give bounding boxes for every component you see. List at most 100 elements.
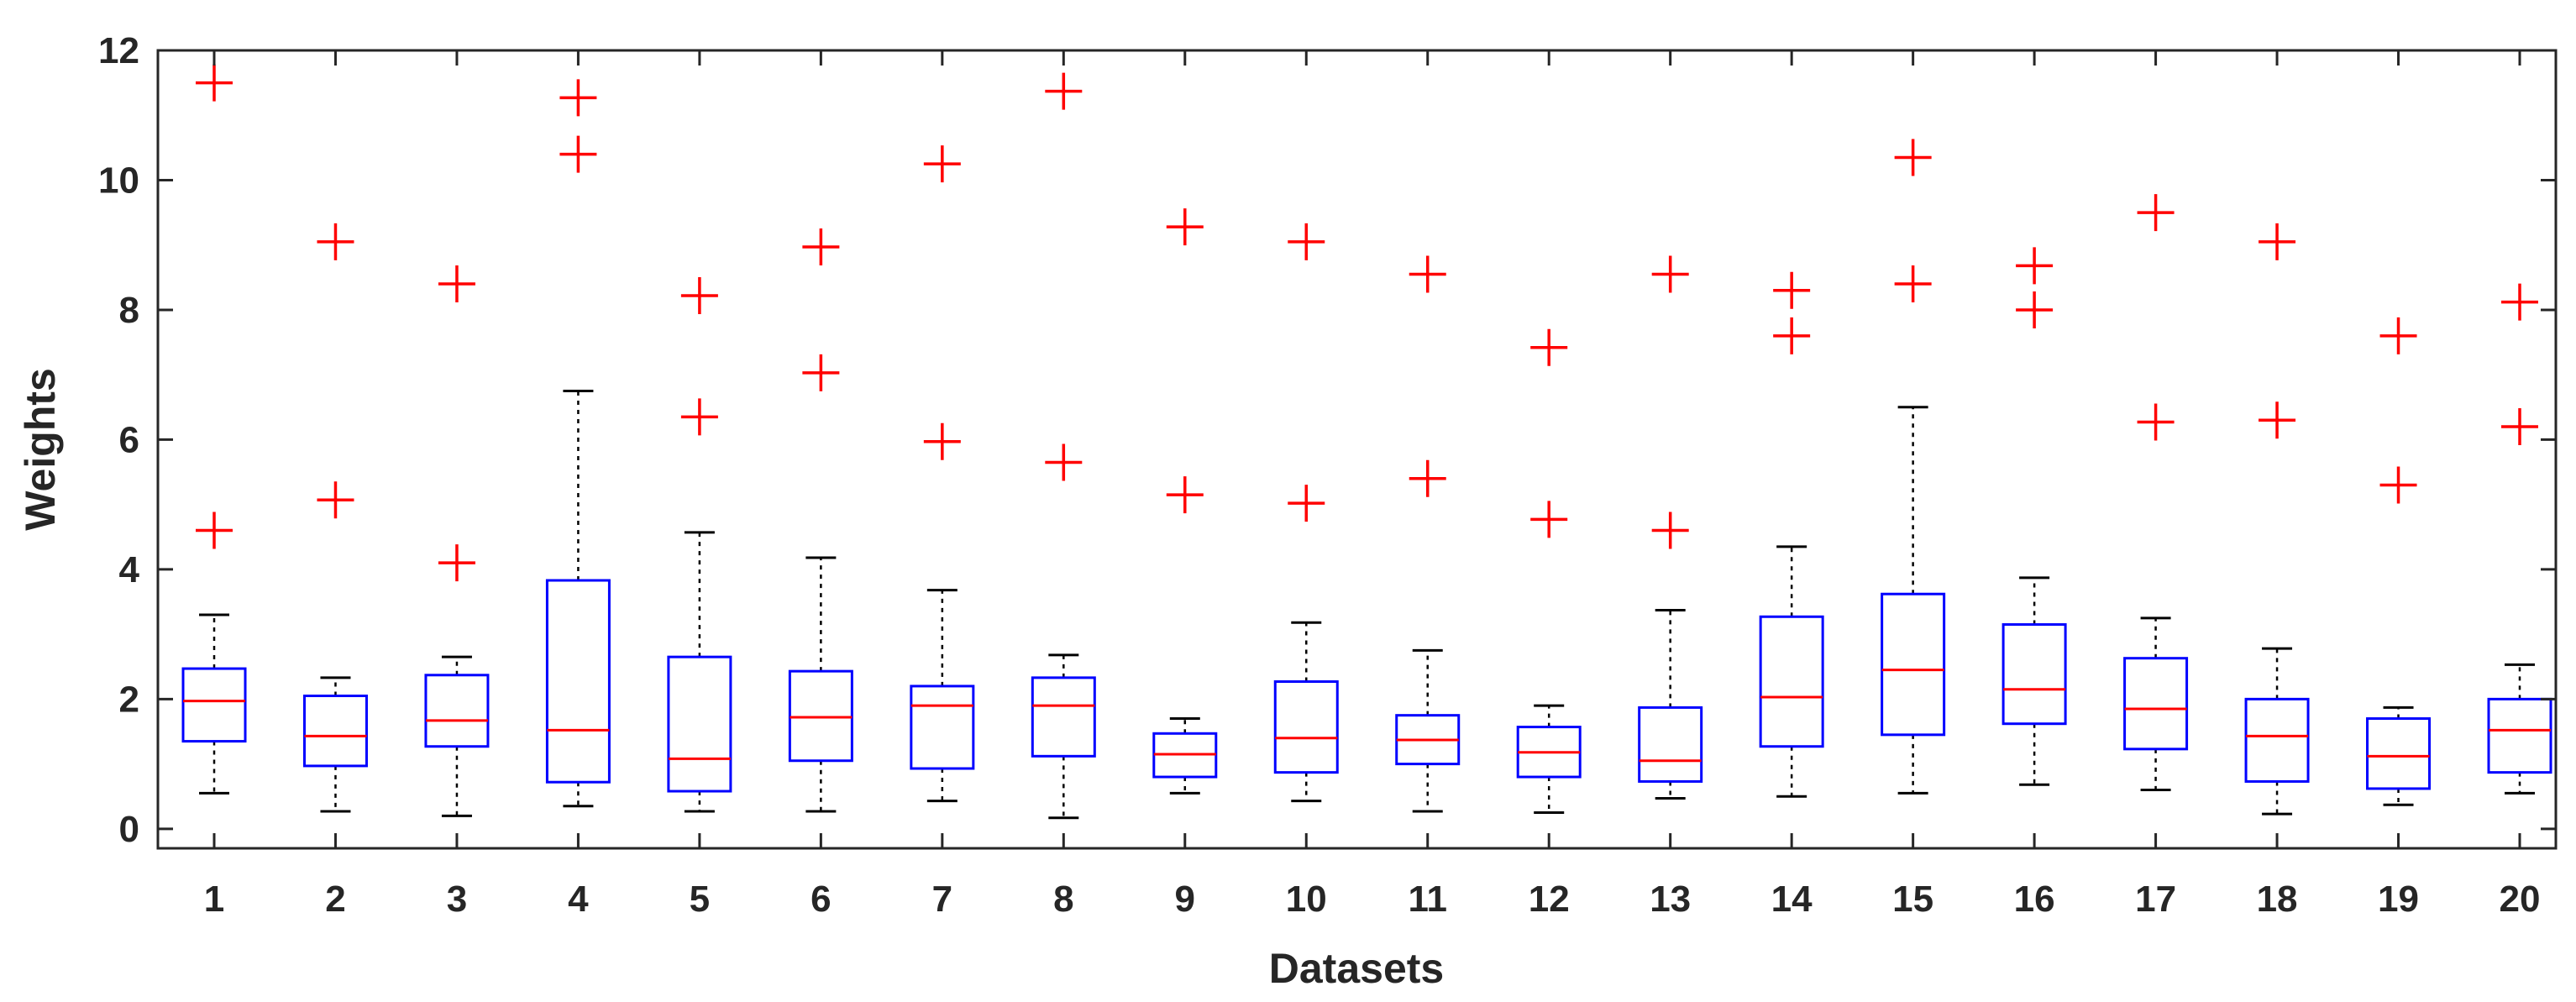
x-tick-label: 8: [1053, 879, 1073, 920]
box-group-15: [1881, 139, 1946, 795]
outlier-marker: [438, 544, 475, 582]
iqr-box: [2244, 697, 2310, 783]
outlier-marker: [802, 354, 840, 391]
y-tick-label: 10: [98, 160, 139, 201]
outlier-marker: [559, 79, 597, 117]
iqr-box: [1031, 676, 1096, 758]
outlier-marker: [1045, 443, 1083, 481]
x-tick-label: 12: [1529, 879, 1570, 920]
outlier-marker: [923, 145, 961, 183]
box-group-9: [1152, 208, 1218, 795]
box-group-4: [545, 79, 611, 808]
iqr-box: [2002, 623, 2067, 726]
iqr-box: [1759, 615, 1824, 748]
y-tick-label: 2: [119, 679, 139, 720]
iqr-box: [302, 694, 368, 768]
x-tick-label: 18: [2257, 879, 2298, 920]
plot-area: [156, 49, 2558, 850]
outlier-marker: [1288, 485, 1325, 522]
outlier-marker: [1651, 511, 1689, 549]
y-tick-label: 8: [119, 290, 139, 331]
outlier-marker: [680, 398, 718, 436]
outlier-marker: [2259, 401, 2296, 439]
outlier-marker: [1651, 255, 1689, 293]
x-tick-label: 15: [1892, 879, 1933, 920]
iqr-box: [181, 667, 247, 743]
iqr-box: [667, 655, 732, 793]
outlier-marker: [2379, 466, 2417, 504]
box-group-10: [1273, 223, 1339, 803]
iqr-box: [910, 685, 975, 770]
box-group-6: [788, 228, 853, 813]
outlier-marker: [1530, 328, 1568, 366]
box-group-5: [667, 276, 732, 813]
box-group-1: [181, 64, 247, 795]
outlier-marker: [680, 276, 718, 314]
outlier-marker: [923, 422, 961, 460]
outlier-marker: [1894, 265, 1932, 303]
outlier-marker: [2501, 283, 2538, 321]
iqr-box: [1638, 706, 1703, 783]
y-axis: 0 2 4 6 8 10 12: [98, 30, 2556, 850]
outlier-marker: [1530, 501, 1568, 538]
box-group-14: [1759, 271, 1824, 798]
box-group-12: [1516, 328, 1582, 815]
x-tick-label: 11: [1408, 879, 1447, 920]
outlier-marker: [196, 64, 233, 102]
x-tick-label: 2: [325, 879, 345, 920]
outlier-marker: [559, 135, 597, 173]
y-tick-label: 6: [119, 419, 139, 460]
iqr-box: [788, 669, 853, 763]
box-group-16: [2002, 247, 2067, 786]
x-tick-label: 3: [447, 879, 467, 920]
outlier-marker: [317, 223, 354, 260]
y-tick-label: 12: [98, 30, 139, 71]
iqr-box: [2123, 657, 2189, 751]
outlier-marker: [196, 511, 233, 549]
outlier-marker: [317, 481, 354, 519]
x-tick-label: 9: [1175, 879, 1195, 920]
iqr-box: [2366, 717, 2432, 790]
box-group-7: [910, 145, 975, 803]
outlier-marker: [2259, 223, 2296, 260]
outlier-marker: [2137, 194, 2175, 232]
box-group-2: [302, 223, 368, 813]
box-group-19: [2366, 317, 2432, 806]
y-tick-label: 0: [119, 809, 139, 850]
outlier-marker: [2501, 407, 2538, 445]
x-tick-label: 13: [1650, 879, 1691, 920]
outlier-marker: [1894, 139, 1932, 176]
outlier-marker: [802, 228, 840, 266]
outlier-marker: [1409, 459, 1446, 497]
boxes-layer: [181, 64, 2552, 820]
y-tick-label: 4: [119, 549, 140, 590]
outlier-marker: [2016, 291, 2054, 328]
outlier-marker: [1045, 72, 1083, 110]
x-tick-label: 19: [2378, 879, 2419, 920]
box-group-18: [2244, 223, 2310, 816]
x-tick-label: 1: [204, 879, 224, 920]
iqr-box: [424, 674, 490, 748]
x-tick-label: 5: [690, 879, 710, 920]
iqr-box: [2487, 697, 2552, 774]
x-tick-label: 20: [2500, 879, 2541, 920]
x-axis: 1 2 3 4 5 6 7 8 9 10 11 12 13 14 15 16 17 18 19 20: [204, 50, 2541, 920]
box-group-11: [1395, 255, 1461, 813]
outlier-marker: [2016, 247, 2054, 285]
box-group-3: [424, 265, 490, 817]
box-group-13: [1638, 255, 1703, 800]
outlier-marker: [1166, 208, 1204, 246]
iqr-box: [1273, 680, 1339, 774]
box-group-8: [1031, 72, 1096, 820]
outlier-marker: [1409, 255, 1446, 293]
x-tick-label: 10: [1286, 879, 1327, 920]
outlier-marker: [2379, 317, 2417, 354]
x-axis-title: Datasets: [1269, 945, 1444, 992]
x-tick-label: 4: [568, 879, 589, 920]
y-axis-title: Weights: [17, 368, 64, 531]
outlier-marker: [1773, 317, 1811, 354]
iqr-box: [1881, 592, 1946, 737]
x-tick-label: 6: [811, 879, 831, 920]
outlier-marker: [1773, 271, 1811, 309]
